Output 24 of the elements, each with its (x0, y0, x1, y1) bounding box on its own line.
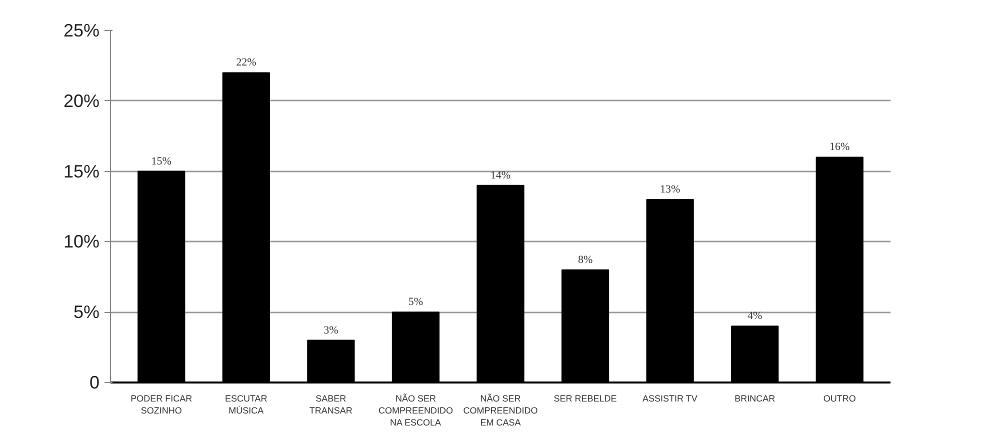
data-label: 4% (748, 310, 762, 322)
data-label: 8% (578, 254, 593, 266)
x-tick-label: NÃO SER COMPREENDIDO EM CASA (463, 394, 538, 428)
x-tick-label: ESCUTAR MÚSICA (224, 394, 268, 416)
y-tick-label: 10% (63, 232, 100, 252)
x-tick-label: SER REBELDE (554, 394, 617, 404)
data-label: 22% (236, 56, 256, 69)
y-tick-label: 25% (63, 20, 100, 40)
data-label: 13% (660, 183, 680, 196)
y-tick-label: 20% (63, 90, 100, 111)
x-tick-label: PODER FICAR SOZINHO (130, 394, 193, 416)
y-tick-label: 5% (73, 302, 100, 322)
y-tick-label: 15% (63, 161, 100, 182)
x-tick-label: BRINCAR (734, 394, 776, 404)
x-tick-label: OUTRO (823, 394, 856, 404)
data-label: 5% (408, 296, 424, 308)
x-tick-label: NÃO SER COMPREENDIDO NA ESCOLA (378, 394, 453, 428)
data-label: 3% (324, 324, 338, 336)
x-tick-label: SABER TRANSAR (309, 394, 353, 416)
data-label: 14% (490, 169, 511, 182)
y-tick-label: 0 (89, 372, 100, 392)
data-label: 15% (151, 155, 172, 168)
x-tick-label: ASSISTIR TV (642, 394, 698, 404)
data-label: 16% (830, 141, 850, 154)
